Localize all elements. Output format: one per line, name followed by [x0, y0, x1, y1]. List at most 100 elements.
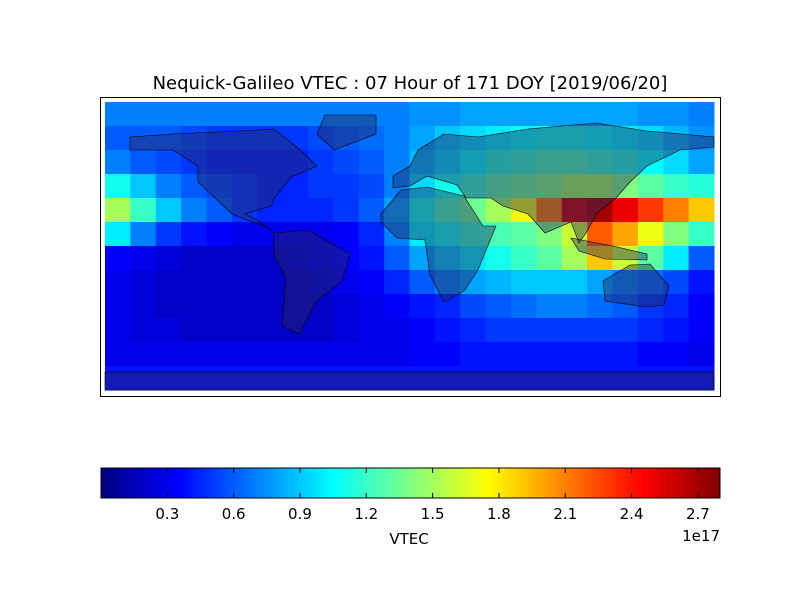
cell: [587, 318, 613, 343]
cell: [485, 342, 512, 367]
cell: [231, 294, 258, 319]
cell: [460, 222, 487, 247]
colorbar-offset: 1e17: [682, 527, 720, 545]
cell: [511, 318, 537, 343]
cell: [105, 246, 131, 271]
cell: [282, 270, 309, 295]
cell: [257, 270, 284, 295]
cell: [663, 198, 690, 223]
cell: [257, 366, 284, 391]
cell: [434, 126, 461, 151]
cell: [358, 342, 385, 367]
cell: [663, 294, 690, 319]
cell: [663, 102, 690, 127]
cell: [663, 366, 690, 391]
cell: [333, 102, 360, 127]
cell: [333, 222, 360, 247]
cell: [282, 198, 309, 223]
cell: [587, 198, 613, 223]
cell: [181, 222, 207, 247]
cell: [358, 246, 385, 271]
cell: [257, 198, 284, 223]
colorbar-tick-label: 1.5: [421, 505, 445, 523]
cell: [434, 318, 461, 343]
cell: [536, 102, 563, 127]
cell: [637, 318, 664, 343]
cell: [511, 366, 537, 391]
cell: [663, 318, 690, 343]
cell: [231, 150, 258, 175]
cell: [663, 126, 690, 151]
cell: [282, 342, 309, 367]
cell: [130, 270, 157, 295]
cell: [511, 174, 537, 199]
cell: [460, 150, 487, 175]
cell: [257, 150, 284, 175]
cell: [637, 366, 664, 391]
cell: [612, 246, 639, 271]
cell: [688, 342, 715, 367]
cell: [587, 102, 613, 127]
cell: [384, 366, 410, 391]
cell: [231, 318, 258, 343]
cell: [688, 246, 715, 271]
cell: [206, 270, 233, 295]
cell: [358, 126, 385, 151]
cell: [409, 174, 436, 199]
cell: [561, 270, 588, 295]
cell: [384, 198, 410, 223]
cell: [181, 318, 207, 343]
cell: [460, 246, 487, 271]
cell: [308, 246, 334, 271]
greenland: [316, 114, 377, 151]
cell: [105, 294, 131, 319]
cell: [612, 342, 639, 367]
cell: [409, 102, 436, 127]
cell: [409, 246, 436, 271]
cell: [308, 150, 334, 175]
cell: [409, 270, 436, 295]
cell: [181, 294, 207, 319]
cell: [536, 270, 563, 295]
cell: [460, 294, 487, 319]
cell: [511, 150, 537, 175]
cell: [561, 246, 588, 271]
cell: [333, 150, 360, 175]
cell: [485, 102, 512, 127]
cell: [637, 270, 664, 295]
cell: [333, 342, 360, 367]
cell: [308, 102, 334, 127]
cell: [181, 270, 207, 295]
cell: [257, 174, 284, 199]
colorbar-tick-label: 1.2: [354, 505, 378, 523]
cell: [231, 366, 258, 391]
cell: [384, 246, 410, 271]
cell: [485, 294, 512, 319]
cell: [308, 318, 334, 343]
cell: [105, 102, 131, 127]
cell: [587, 342, 613, 367]
cell: [688, 366, 715, 391]
colorbar-tick-label: 1.8: [487, 505, 511, 523]
cell: [384, 294, 410, 319]
cell: [587, 270, 613, 295]
colorbar-tick-label: 0.9: [288, 505, 312, 523]
cell: [536, 222, 563, 247]
cell: [155, 174, 182, 199]
cell: [105, 318, 131, 343]
cell: [434, 222, 461, 247]
cell: [485, 318, 512, 343]
cell: [511, 222, 537, 247]
cell: [155, 318, 182, 343]
cell: [561, 342, 588, 367]
cell: [308, 366, 334, 391]
cell: [206, 318, 233, 343]
cell: [181, 366, 207, 391]
cell: [308, 270, 334, 295]
colorbar-tick-label: 2.7: [686, 505, 710, 523]
cell: [257, 246, 284, 271]
cell: [536, 318, 563, 343]
cell: [206, 150, 233, 175]
cell: [434, 198, 461, 223]
